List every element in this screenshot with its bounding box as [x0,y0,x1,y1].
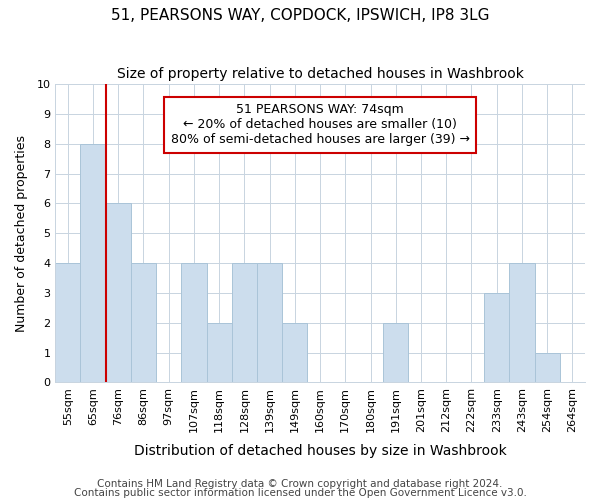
Bar [80,144,106,382]
Bar [232,263,257,382]
Text: 51 PEARSONS WAY: 74sqm
← 20% of detached houses are smaller (10)
80% of semi-det: 51 PEARSONS WAY: 74sqm ← 20% of detached… [170,104,470,146]
Bar [257,263,282,382]
Bar [282,322,307,382]
Y-axis label: Number of detached properties: Number of detached properties [15,134,28,332]
Title: Size of property relative to detached houses in Washbrook: Size of property relative to detached ho… [116,68,524,82]
Bar [383,322,409,382]
Bar [206,322,232,382]
Bar [509,263,535,382]
Text: Contains HM Land Registry data © Crown copyright and database right 2024.: Contains HM Land Registry data © Crown c… [97,479,503,489]
Bar [484,293,509,382]
Bar [106,204,131,382]
X-axis label: Distribution of detached houses by size in Washbrook: Distribution of detached houses by size … [134,444,506,458]
Bar [131,263,156,382]
Bar [181,263,206,382]
Bar [55,263,80,382]
Text: Contains public sector information licensed under the Open Government Licence v3: Contains public sector information licen… [74,488,526,498]
Text: 51, PEARSONS WAY, COPDOCK, IPSWICH, IP8 3LG: 51, PEARSONS WAY, COPDOCK, IPSWICH, IP8 … [111,8,489,22]
Bar [535,352,560,382]
